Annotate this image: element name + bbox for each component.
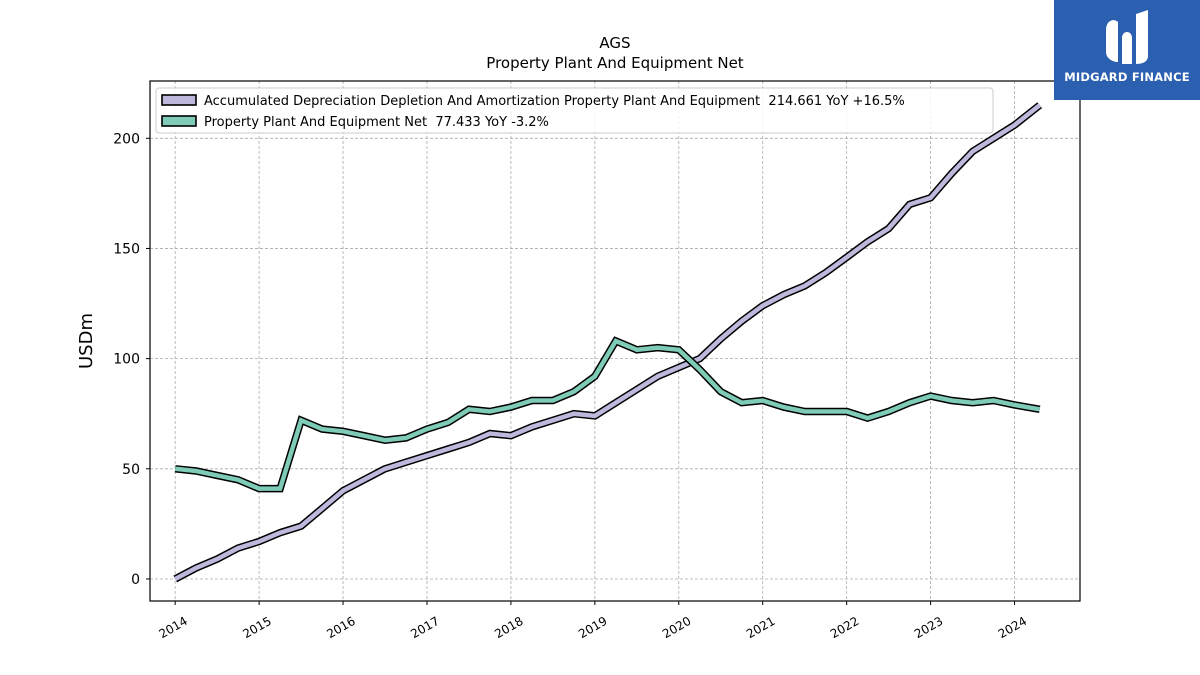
series-1-line xyxy=(174,338,1041,491)
chart-title: AGS xyxy=(599,34,630,52)
series-0-outline xyxy=(173,102,1043,583)
axes-labels: 0 50 100 150 200 2014 2015 2016 2017 2018 2019 2020… xyxy=(113,131,1029,641)
x-tick-label: 2018 xyxy=(492,614,525,641)
x-tick-label: 2015 xyxy=(240,614,273,641)
brand-logo: MIDGARD FINANCE xyxy=(1054,0,1200,100)
x-tick-label: 2014 xyxy=(156,614,189,641)
grid xyxy=(150,81,1080,601)
y-tick-label: 100 xyxy=(113,352,140,368)
x-tick-label: 2022 xyxy=(828,614,861,641)
legend-label: Property Plant And Equipment Net 77.433 … xyxy=(204,115,549,130)
chart-subtitle: Property Plant And Equipment Net xyxy=(486,54,743,72)
x-tick-label: 2016 xyxy=(324,614,357,641)
legend-swatch xyxy=(161,94,197,106)
y-tick-label: 50 xyxy=(122,462,140,478)
x-tick-label: 2021 xyxy=(744,614,777,641)
series-0-line xyxy=(174,103,1042,581)
series-1-outline xyxy=(174,336,1041,493)
y-axis-label: USDm xyxy=(76,313,97,369)
legend-label: Accumulated Depreciation Depletion And A… xyxy=(204,94,905,109)
y-tick-label: 0 xyxy=(131,572,140,588)
y-tick-label: 200 xyxy=(113,131,140,147)
plot-frame xyxy=(149,80,1081,602)
x-tick-label: 2024 xyxy=(996,614,1029,641)
x-tick-label: 2019 xyxy=(576,614,609,641)
x-tick-label: 2023 xyxy=(912,614,945,641)
series-layer xyxy=(173,102,1043,583)
legend-box xyxy=(155,87,994,134)
brand-name: MIDGARD FINANCE xyxy=(1064,70,1190,84)
x-tick-label: 2020 xyxy=(660,614,693,641)
brand-logo-mark xyxy=(1106,10,1148,64)
legend-swatch xyxy=(161,115,197,127)
x-tick-label: 2017 xyxy=(408,614,441,641)
legend: Accumulated Depreciation Depletion And A… xyxy=(155,87,994,134)
y-tick-label: 150 xyxy=(113,241,140,257)
